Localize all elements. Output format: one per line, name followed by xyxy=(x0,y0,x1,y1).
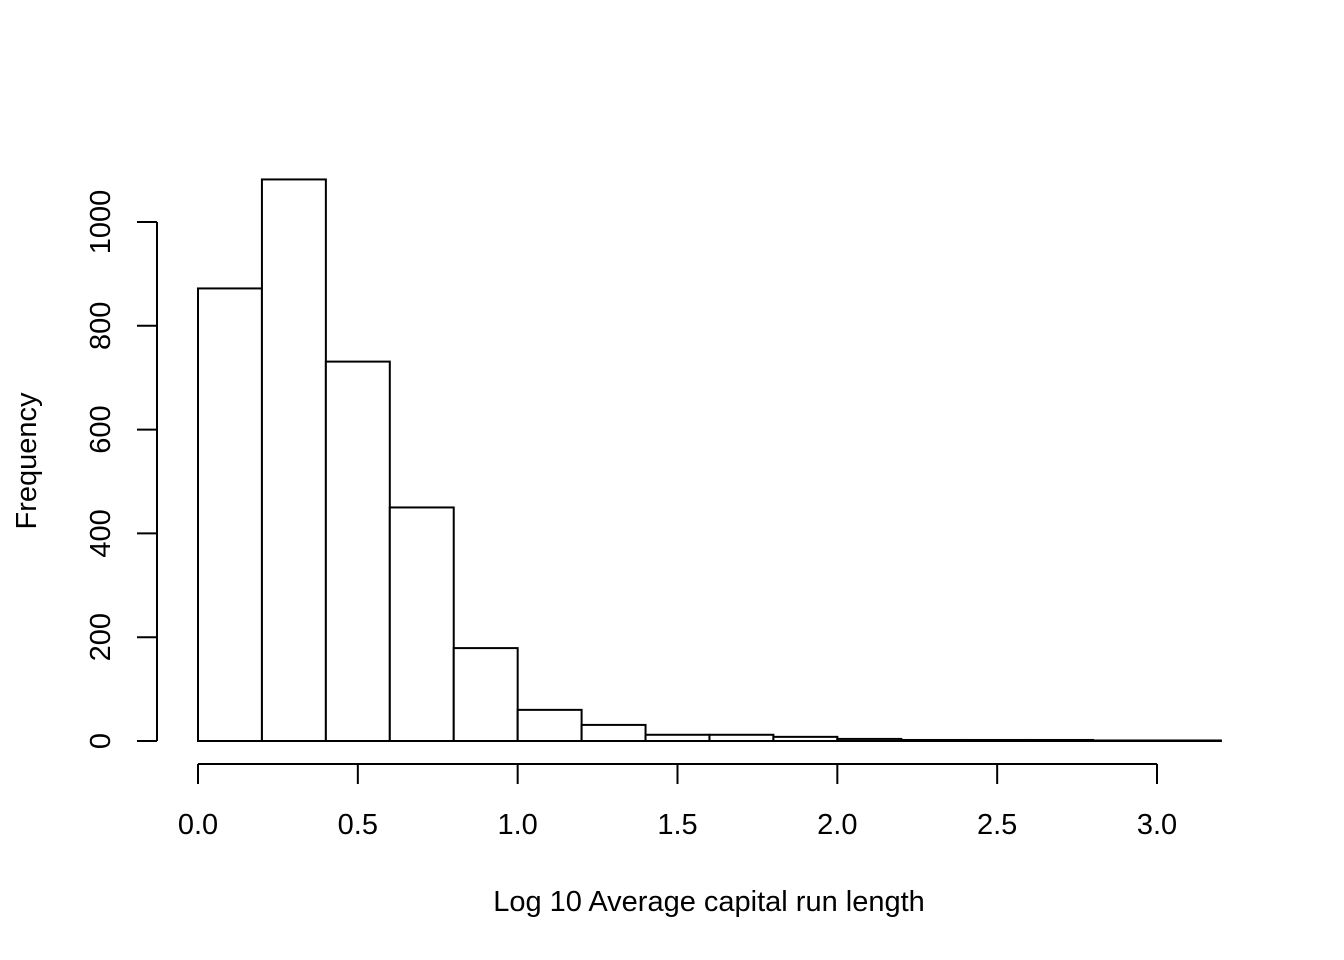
y-tick-label: 0 xyxy=(85,733,117,749)
x-tick-label: 3.0 xyxy=(1137,809,1177,841)
histogram-bar xyxy=(197,287,263,742)
x-tick-label: 2.5 xyxy=(977,809,1017,841)
histogram-bar xyxy=(516,708,583,742)
y-tick-label: 600 xyxy=(85,405,117,453)
y-tick-label: 800 xyxy=(85,302,117,350)
x-axis: 0.0 0.5 1.0 1.5 2.0 2.5 3.0 xyxy=(178,763,1177,841)
histogram-bar xyxy=(388,506,455,743)
y-tick-label: 400 xyxy=(85,509,117,557)
y-tick-label: 200 xyxy=(85,613,117,661)
histogram-bar xyxy=(260,178,327,742)
y-tick-label: 1000 xyxy=(85,190,117,255)
x-tick-label: 2.0 xyxy=(817,809,857,841)
y-axis-title: Frequency xyxy=(11,392,43,530)
x-tick-label: 1.5 xyxy=(657,809,697,841)
x-tick-label: 1.0 xyxy=(498,809,538,841)
histogram-bar xyxy=(324,360,391,742)
x-tick-label: 0.0 xyxy=(178,809,218,841)
histogram-bars xyxy=(197,178,1222,743)
x-tick-label: 0.5 xyxy=(338,809,378,841)
histogram-bar xyxy=(580,723,647,743)
y-axis: 0 200 400 600 800 1000 xyxy=(85,190,158,749)
x-axis-title: Log 10 Average capital run length xyxy=(493,886,925,918)
histogram-bar xyxy=(452,647,519,742)
